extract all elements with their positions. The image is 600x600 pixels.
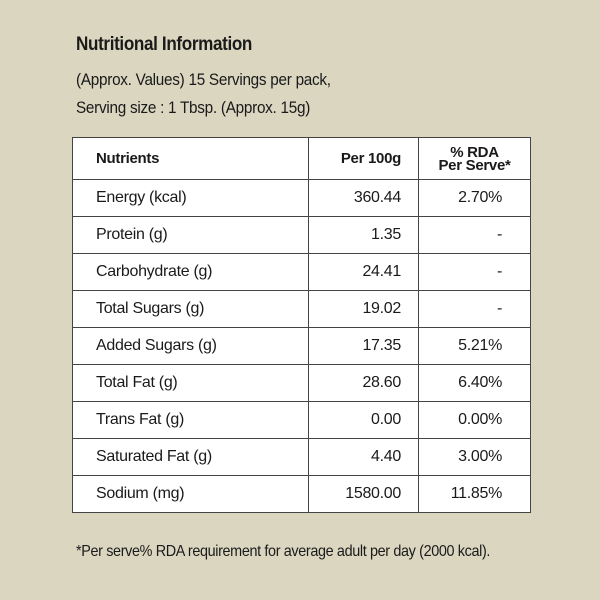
table-row: Saturated Fat (g) 4.40 3.00% — [72, 438, 531, 476]
table-row: Trans Fat (g) 0.00 0.00% — [72, 401, 531, 439]
header-rda: % RDA Per Serve* — [418, 137, 531, 180]
table-row: Carbohydrate (g) 24.41 - — [72, 253, 531, 291]
nutrient-name: Total Sugars (g) — [72, 290, 309, 328]
nutrient-per-100g: 17.35 — [308, 327, 419, 365]
table-row: Protein (g) 1.35 - — [72, 216, 531, 254]
nutrient-per-100g: 1.35 — [308, 216, 419, 254]
nutrient-per-100g: 24.41 — [308, 253, 419, 291]
nutrient-per-100g: 360.44 — [308, 179, 419, 217]
nutrient-rda: 11.85% — [418, 475, 531, 513]
nutrient-name: Trans Fat (g) — [72, 401, 309, 439]
nutrient-name: Energy (kcal) — [72, 179, 309, 217]
nutrient-name: Sodium (mg) — [72, 475, 309, 513]
table-row: Sodium (mg) 1580.00 11.85% — [72, 475, 531, 513]
nutrient-rda: 0.00% — [418, 401, 531, 439]
nutrient-rda: 5.21% — [418, 327, 531, 365]
nutrient-rda: 6.40% — [418, 364, 531, 402]
nutrient-rda: 3.00% — [418, 438, 531, 476]
nutrition-table: Nutrients Per 100g % RDA Per Serve* Ener… — [72, 137, 531, 513]
table-row: Total Fat (g) 28.60 6.40% — [72, 364, 531, 402]
servings-info: (Approx. Values) 15 Servings per pack, — [76, 70, 331, 89]
table-row: Added Sugars (g) 17.35 5.21% — [72, 327, 531, 365]
nutrient-rda: - — [418, 253, 531, 291]
nutrient-rda: 2.70% — [418, 179, 531, 217]
nutrient-per-100g: 4.40 — [308, 438, 419, 476]
nutrient-name: Saturated Fat (g) — [72, 438, 309, 476]
nutrient-name: Carbohydrate (g) — [72, 253, 309, 291]
nutrient-name: Protein (g) — [72, 216, 309, 254]
nutrient-per-100g: 28.60 — [308, 364, 419, 402]
nutrient-per-100g: 0.00 — [308, 401, 419, 439]
nutrient-rda: - — [418, 216, 531, 254]
header-nutrients: Nutrients — [72, 137, 309, 180]
header-rda-line2: Per Serve* — [438, 156, 511, 174]
nutrient-rda: - — [418, 290, 531, 328]
footnote: *Per serve% RDA requirement for average … — [76, 543, 491, 560]
nutrient-per-100g: 1580.00 — [308, 475, 419, 513]
nutrient-name: Total Fat (g) — [72, 364, 309, 402]
table-header-row: Nutrients Per 100g % RDA Per Serve* — [72, 137, 531, 180]
serving-size-info: Serving size : 1 Tbsp. (Approx. 15g) — [76, 98, 311, 117]
table-row: Energy (kcal) 360.44 2.70% — [72, 179, 531, 217]
page-title: Nutritional Information — [76, 34, 253, 55]
table-row: Total Sugars (g) 19.02 - — [72, 290, 531, 328]
header-rda-line1: % RDA — [450, 143, 499, 161]
header-per-100g: Per 100g — [308, 137, 419, 180]
nutrient-per-100g: 19.02 — [308, 290, 419, 328]
nutrient-name: Added Sugars (g) — [72, 327, 309, 365]
